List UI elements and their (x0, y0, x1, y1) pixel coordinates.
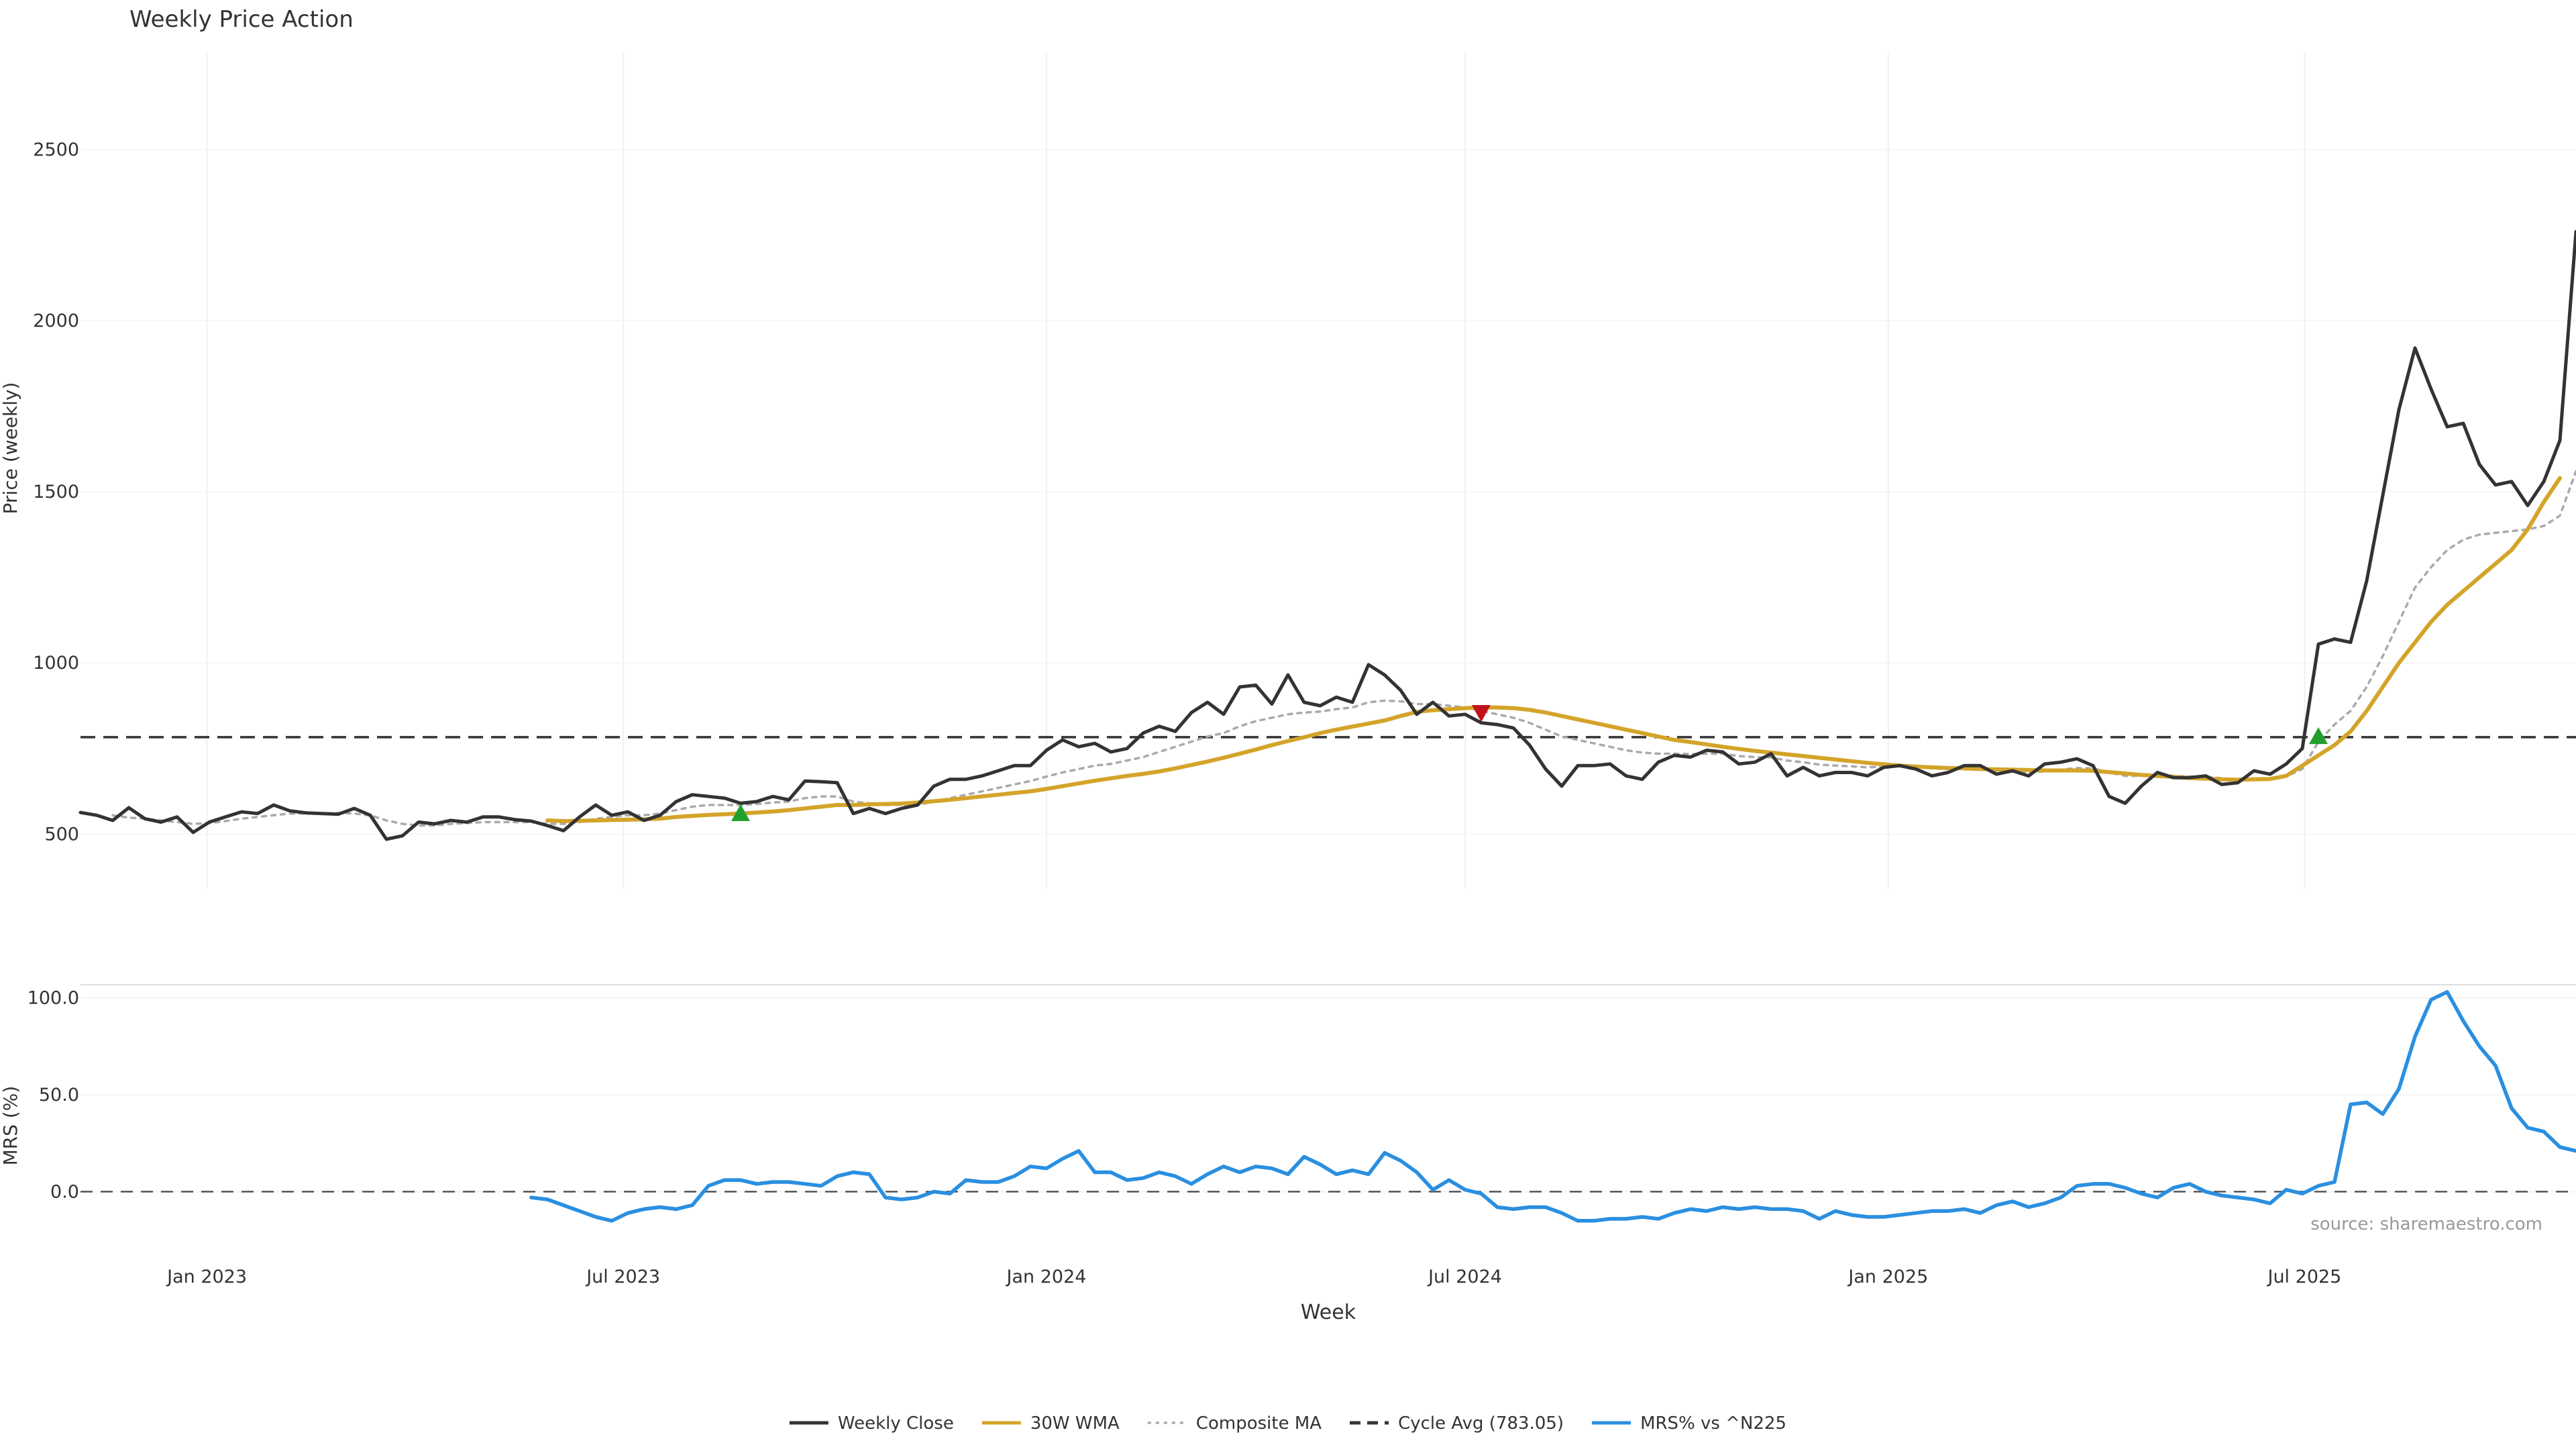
price-y-tick-500: 500 (44, 824, 79, 845)
legend-item-composite-ma: Composite MA (1147, 1413, 1322, 1434)
chart-title: Weekly Price Action (129, 6, 354, 33)
price-y-tick-1500: 1500 (33, 482, 79, 502)
mrs-y-tick-50: 50.0 (39, 1085, 79, 1106)
mrs-y-tick-100: 100.0 (28, 987, 79, 1008)
mrs-y-axis-label: MRS (%) (0, 1086, 21, 1166)
x-ticks: Jan 2023 Jul 2023 Jan 2024 Jul 2024 Jan 2025… (166, 1267, 2341, 1287)
legend-label: Weekly Close (838, 1413, 954, 1434)
x-tick-jul-2024: Jul 2024 (1427, 1267, 1502, 1287)
signal-marker-buy-1 (731, 804, 750, 821)
signal-markers (731, 705, 2328, 821)
x-tick-jan-2025: Jan 2025 (1847, 1267, 1928, 1287)
legend-item-weekly-close: Weekly Close (789, 1413, 954, 1434)
price-y-tick-2000: 2000 (33, 311, 79, 331)
price-grid (80, 54, 2576, 889)
x-tick-jan-2024: Jan 2024 (1006, 1267, 1087, 1287)
legend-label: Cycle Avg (783.05) (1398, 1413, 1564, 1434)
series-weekly-close (78, 229, 2576, 841)
legend-item-mrs-vs-n225: MRS% vs ^N225 (1592, 1413, 1786, 1434)
legend-label: 30W WMA (1030, 1413, 1120, 1434)
series-30w-wma (545, 476, 2562, 823)
price-y-axis-label: Price (weekly) (0, 382, 21, 515)
x-axis-label: Week (1301, 1301, 1356, 1324)
price-series-layer (78, 229, 2576, 841)
price-y-ticks: 500 1000 1500 2000 2500 (33, 140, 79, 845)
mrs-y-tick-0: 0.0 (50, 1181, 79, 1202)
mrs-grid (80, 997, 2576, 1193)
series-mrs-vs-n225 (529, 989, 2576, 1223)
mrs-y-ticks: 0.0 50.0 100.0 (28, 987, 79, 1202)
legend-item-30w-wma: 30W WMA (981, 1413, 1120, 1434)
legend: Weekly Close 30W WMA Composite MA Cycle Avg… (789, 1413, 1786, 1434)
x-tick-jul-2025: Jul 2025 (2266, 1267, 2341, 1287)
signal-marker-sell-2 (1472, 705, 1491, 722)
mrs-series-layer (529, 989, 2576, 1223)
signal-marker-buy-3 (2309, 727, 2328, 745)
x-tick-jul-2023: Jul 2023 (585, 1267, 660, 1287)
price-y-tick-2500: 2500 (33, 140, 79, 160)
legend-item-cycle-avg-783-05: Cycle Avg (783.05) (1350, 1413, 1564, 1434)
legend-label: Composite MA (1196, 1413, 1322, 1434)
price-y-tick-1000: 1000 (33, 653, 79, 674)
x-tick-jan-2023: Jan 2023 (166, 1267, 247, 1287)
legend-label: MRS% vs ^N225 (1640, 1413, 1786, 1434)
series-composite-ma (111, 470, 2576, 827)
source-annotation: source: sharemaestro.com (2310, 1214, 2542, 1234)
